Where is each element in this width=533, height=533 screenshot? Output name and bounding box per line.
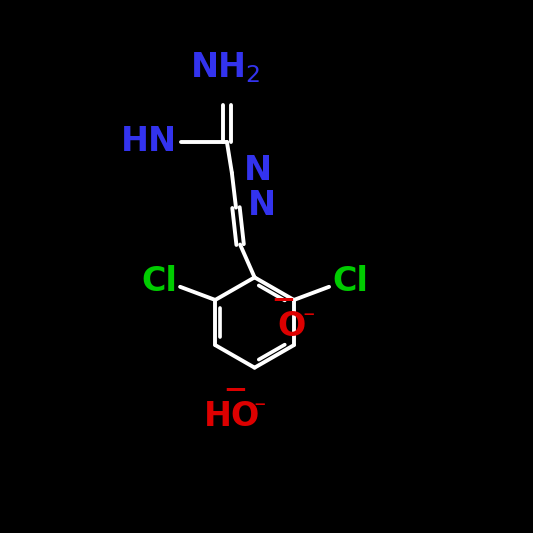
Text: N: N — [244, 154, 271, 187]
Text: Cl: Cl — [141, 265, 177, 298]
Text: N: N — [247, 189, 276, 222]
Text: O: O — [278, 310, 306, 343]
Text: HN: HN — [121, 125, 177, 158]
Text: HO: HO — [204, 400, 260, 433]
Text: Cl: Cl — [333, 265, 368, 298]
Text: ⁻: ⁻ — [302, 308, 314, 331]
Text: NH$_2$: NH$_2$ — [190, 51, 260, 85]
Text: ⁻: ⁻ — [253, 398, 266, 421]
